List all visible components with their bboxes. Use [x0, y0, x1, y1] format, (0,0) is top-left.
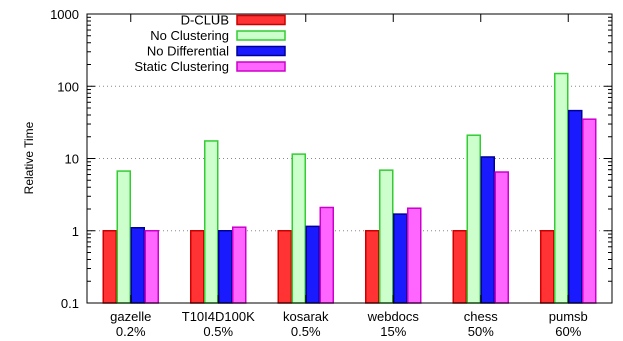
y-tick-label: 0.1: [61, 296, 79, 311]
bar-groups: [102, 72, 597, 304]
y-axis-title: Relative Time: [22, 121, 36, 194]
bar-static-clustering: [582, 118, 597, 304]
legend-swatch: [236, 30, 286, 41]
bar-d-club: [452, 230, 467, 304]
bar-static-clustering: [407, 207, 422, 304]
x-support-label: 0.5%: [203, 324, 233, 339]
bar-d-club: [277, 230, 292, 304]
bar-d-club: [540, 230, 555, 304]
legend-label: No Differential: [147, 44, 229, 59]
y-axis-ticks: 0.1 1 10 100 1000: [50, 7, 612, 311]
bar-no-differential: [393, 213, 408, 304]
y-tick-label: 1000: [50, 7, 79, 22]
legend-swatch: [236, 45, 286, 57]
bar-no-differential: [218, 230, 233, 304]
legend-item: No Clustering: [150, 28, 286, 43]
x-category-label: gazelle: [110, 309, 151, 324]
bar-d-club: [190, 230, 205, 304]
bar-group-pumsb: [540, 72, 597, 304]
y-tick-label: 10: [65, 152, 79, 167]
bar-no-differential: [130, 227, 145, 304]
bar-static-clustering: [232, 226, 247, 304]
x-axis-labels: gazelle0.2%T10I4D100K0.5%kosarak0.5%webd…: [110, 14, 588, 339]
bar-no-clustering: [379, 169, 394, 304]
bar-no-clustering: [466, 134, 481, 304]
legend-label: No Clustering: [150, 28, 229, 43]
bar-group-kosarak: [277, 153, 334, 304]
bar-no-clustering: [554, 72, 569, 304]
x-category-label: chess: [464, 309, 498, 324]
bar-group-webdocs: [365, 169, 422, 304]
bar-static-clustering: [319, 206, 334, 304]
x-support-label: 50%: [468, 324, 494, 339]
x-category-label: pumsb: [549, 309, 588, 324]
y-tick-label: 100: [57, 79, 79, 94]
legend-item: No Differential: [147, 44, 286, 59]
bar-no-clustering: [291, 153, 306, 304]
bar-no-differential: [480, 156, 495, 304]
x-category-label: kosarak: [283, 309, 329, 324]
x-support-label: 0.2%: [116, 324, 146, 339]
legend-swatch: [236, 61, 286, 72]
y-tick-label: 1: [72, 224, 79, 239]
legend-item: D-CLUB: [181, 13, 286, 28]
bar-group-t10i4d100k: [190, 140, 247, 304]
legend-label: D-CLUB: [181, 13, 229, 28]
bar-group-chess: [452, 134, 509, 304]
legend-label: Static Clustering: [134, 59, 229, 74]
legend-item: Static Clustering: [134, 59, 286, 74]
bar-no-clustering: [116, 170, 131, 304]
legend-swatch: [236, 14, 286, 26]
bar-static-clustering: [144, 230, 159, 304]
bar-no-differential: [305, 225, 320, 304]
bar-no-clustering: [204, 140, 219, 304]
bar-static-clustering: [494, 171, 509, 304]
x-category-label: webdocs: [367, 309, 420, 324]
x-support-label: 0.5%: [291, 324, 321, 339]
x-support-label: 15%: [380, 324, 406, 339]
x-support-label: 60%: [555, 324, 581, 339]
bar-d-club: [102, 230, 117, 304]
x-category-label: T10I4D100K: [182, 309, 255, 324]
bar-d-club: [365, 230, 380, 304]
grid-lines: [87, 85, 612, 232]
bar-group-gazelle: [102, 170, 159, 304]
bar-no-differential: [568, 109, 583, 304]
